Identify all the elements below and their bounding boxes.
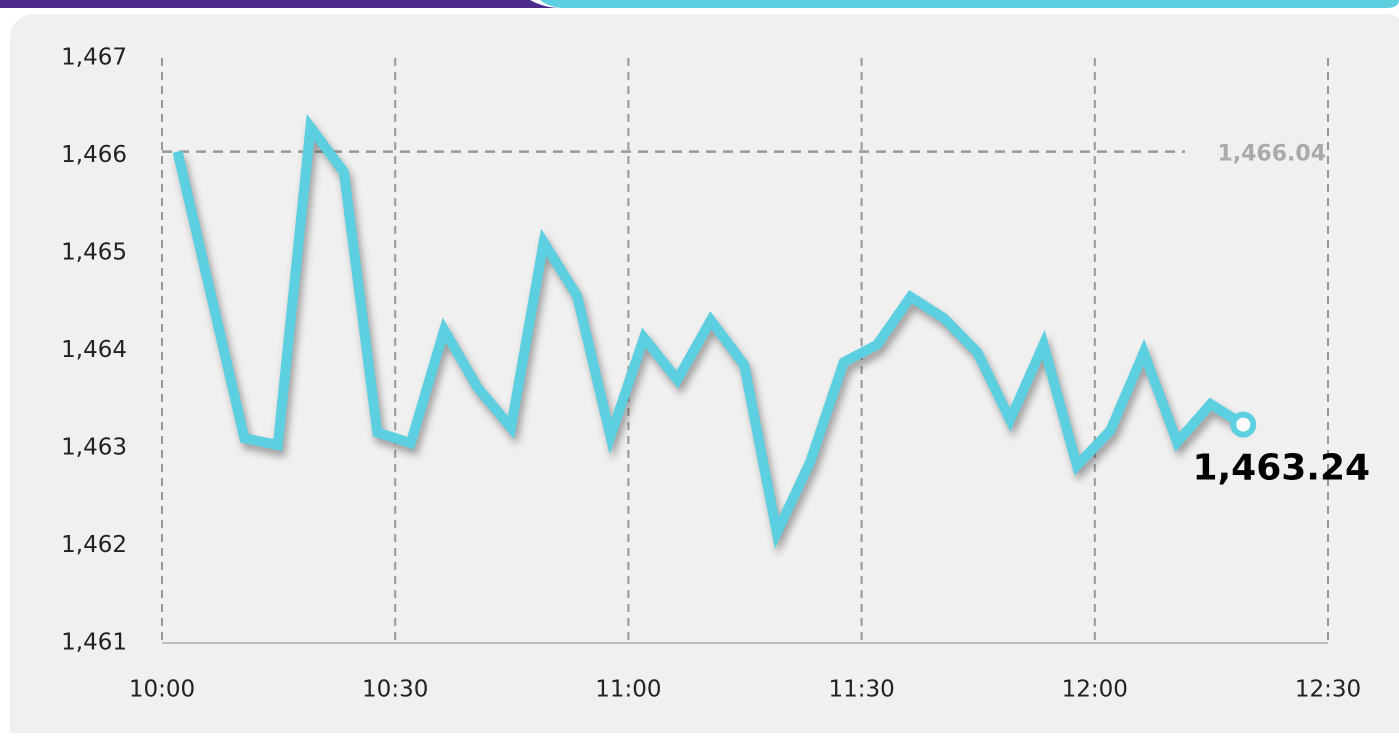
reference-label: 1,466.04	[1217, 142, 1326, 167]
y-tick-label: 1,461	[61, 630, 127, 656]
y-tick-label: 1,462	[61, 532, 127, 558]
y-tick-label: 1,463	[61, 435, 127, 461]
end-point	[1230, 411, 1257, 438]
y-tick-label: 1,467	[61, 45, 127, 71]
top-bar-left	[0, 0, 560, 8]
x-tick-label: 12:30	[1295, 677, 1361, 703]
x-tick-label: 10:00	[129, 677, 195, 703]
y-tick-label: 1,466	[61, 142, 127, 168]
y-tick-label: 1,464	[61, 337, 127, 363]
x-tick-label: 10:30	[362, 677, 428, 703]
y-tick-label: 1,465	[61, 240, 127, 266]
x-tick-label: 11:00	[595, 677, 661, 703]
x-tick-label: 11:30	[828, 677, 894, 703]
x-tick-label: 12:00	[1062, 677, 1128, 703]
card	[10, 14, 1399, 737]
value-label: 1,463.24	[1192, 448, 1370, 489]
top-bar-right	[540, 0, 1399, 8]
line	[172, 113, 1246, 549]
